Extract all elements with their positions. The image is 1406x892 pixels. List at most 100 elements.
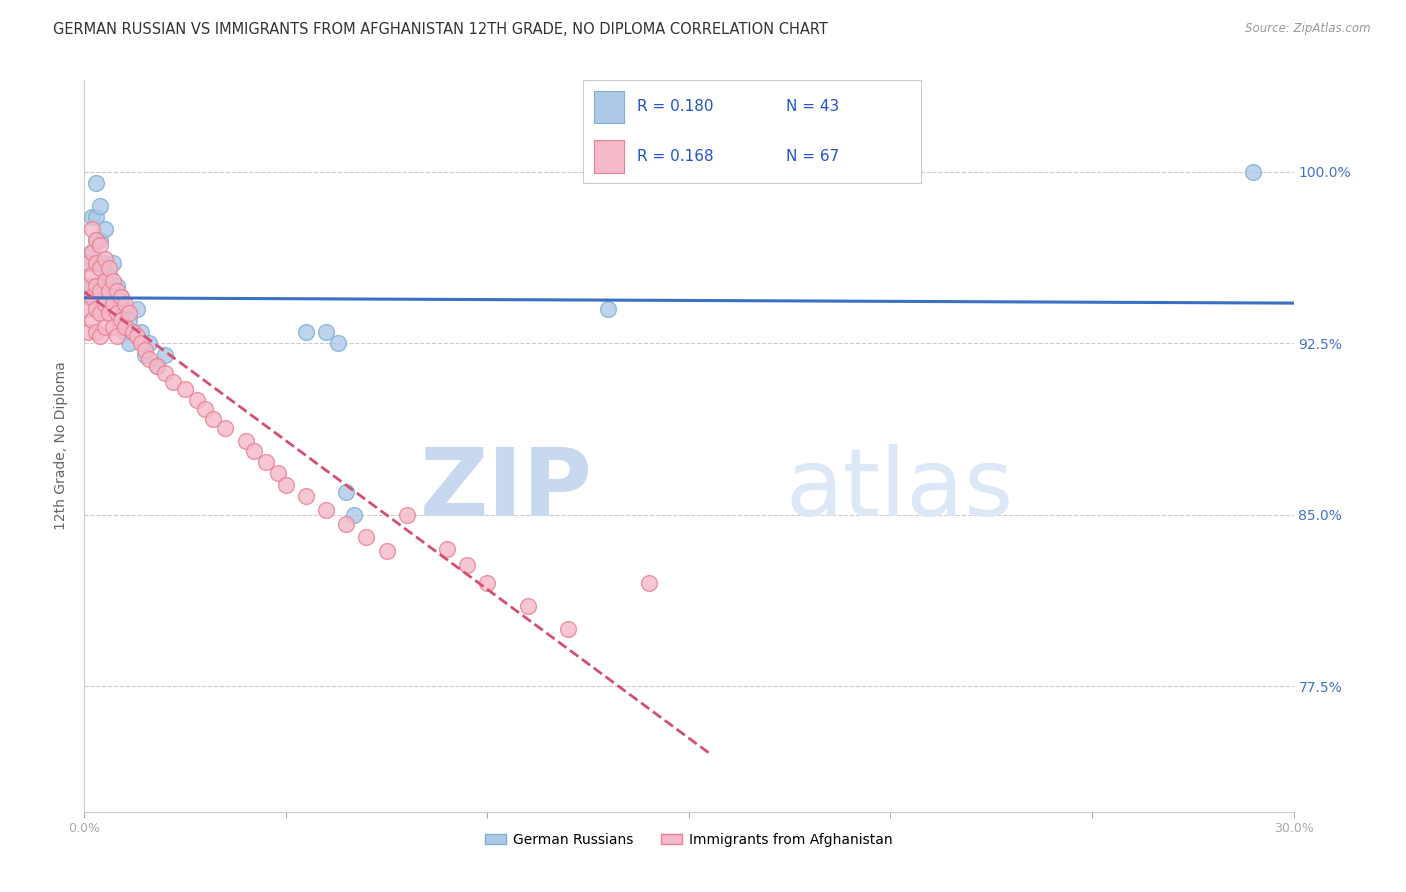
Point xyxy=(93,222,115,236)
Point xyxy=(86,233,108,247)
Point xyxy=(86,176,108,190)
Point xyxy=(97,260,120,275)
Point xyxy=(267,467,290,481)
Point xyxy=(295,325,318,339)
Point xyxy=(82,268,104,282)
Point xyxy=(242,443,264,458)
Point xyxy=(194,402,217,417)
Point xyxy=(202,411,225,425)
Point xyxy=(77,290,100,304)
Point xyxy=(86,325,108,339)
Point xyxy=(89,329,111,343)
Point xyxy=(105,301,128,316)
Point xyxy=(114,320,136,334)
Point xyxy=(557,622,579,636)
FancyBboxPatch shape xyxy=(593,140,624,173)
Text: R = 0.168: R = 0.168 xyxy=(637,149,714,164)
Point xyxy=(274,478,297,492)
Legend: German Russians, Immigrants from Afghanistan: German Russians, Immigrants from Afghani… xyxy=(479,827,898,853)
Point xyxy=(174,382,197,396)
Point xyxy=(93,252,115,266)
Text: ZIP: ZIP xyxy=(419,444,592,536)
Point xyxy=(93,297,115,311)
Point xyxy=(110,290,132,304)
Point xyxy=(86,256,108,270)
Point xyxy=(89,233,111,247)
Point xyxy=(146,359,169,373)
Point xyxy=(86,279,108,293)
Point xyxy=(356,530,378,544)
Point xyxy=(89,256,111,270)
Point xyxy=(86,301,108,316)
Point xyxy=(93,274,115,288)
Point xyxy=(125,301,148,316)
Point xyxy=(295,489,318,503)
Point xyxy=(315,503,337,517)
Point xyxy=(86,211,108,225)
Point xyxy=(335,484,357,499)
Point xyxy=(82,244,104,259)
Point xyxy=(162,375,184,389)
Point xyxy=(101,297,124,311)
Point xyxy=(186,393,208,408)
Point xyxy=(129,336,152,351)
Point xyxy=(110,313,132,327)
Point xyxy=(375,544,398,558)
Text: N = 67: N = 67 xyxy=(786,149,839,164)
Point xyxy=(121,325,143,339)
Point xyxy=(456,558,478,572)
Point xyxy=(598,301,620,316)
Text: GERMAN RUSSIAN VS IMMIGRANTS FROM AFGHANISTAN 12TH GRADE, NO DIPLOMA CORRELATION: GERMAN RUSSIAN VS IMMIGRANTS FROM AFGHAN… xyxy=(53,22,828,37)
Point xyxy=(436,541,458,556)
Point xyxy=(125,329,148,343)
Point xyxy=(82,211,104,225)
Point xyxy=(97,268,120,282)
Point xyxy=(477,576,499,591)
Point xyxy=(77,256,100,270)
Point xyxy=(110,290,132,304)
Point xyxy=(114,301,136,316)
Point xyxy=(105,279,128,293)
Point xyxy=(101,274,124,288)
Point xyxy=(105,329,128,343)
Point xyxy=(97,306,120,320)
Point xyxy=(93,279,115,293)
Y-axis label: 12th Grade, No Diploma: 12th Grade, No Diploma xyxy=(55,361,69,531)
Point xyxy=(97,290,120,304)
Point xyxy=(395,508,418,522)
Point xyxy=(101,301,124,316)
Point xyxy=(114,297,136,311)
Text: Source: ZipAtlas.com: Source: ZipAtlas.com xyxy=(1246,22,1371,36)
Point xyxy=(235,434,257,449)
Point xyxy=(89,306,111,320)
Point xyxy=(89,260,111,275)
Point xyxy=(315,325,337,339)
Point xyxy=(82,244,104,259)
Point xyxy=(101,279,124,293)
Text: atlas: atlas xyxy=(786,444,1014,536)
Point xyxy=(153,347,176,362)
Point xyxy=(89,284,111,298)
Point xyxy=(153,366,176,380)
Point xyxy=(254,455,277,469)
Point xyxy=(101,320,124,334)
Point xyxy=(97,284,120,298)
Point xyxy=(637,576,659,591)
Point xyxy=(82,279,104,293)
Point xyxy=(146,359,169,373)
Point xyxy=(82,290,104,304)
Point xyxy=(118,313,141,327)
Point xyxy=(343,508,366,522)
Point xyxy=(89,279,111,293)
Point xyxy=(1241,164,1264,178)
Point xyxy=(118,306,141,320)
Point xyxy=(77,325,100,339)
FancyBboxPatch shape xyxy=(593,91,624,123)
Point xyxy=(335,516,357,531)
Point xyxy=(516,599,538,613)
Point xyxy=(77,256,100,270)
Point xyxy=(105,284,128,298)
Point xyxy=(77,301,100,316)
Point xyxy=(110,313,132,327)
Point xyxy=(86,256,108,270)
